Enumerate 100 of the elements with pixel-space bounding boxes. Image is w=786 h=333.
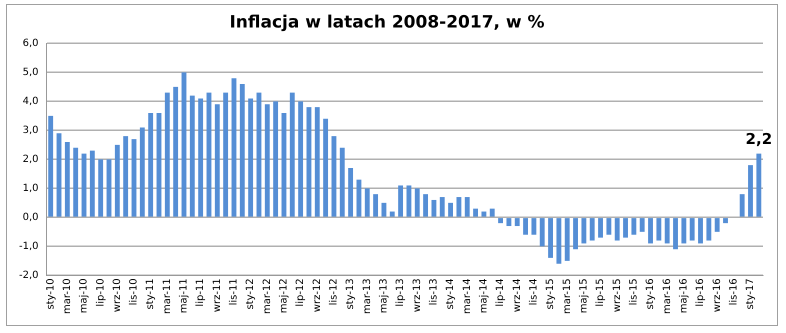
bar [298,101,304,217]
bar [440,197,445,217]
bar [481,212,486,217]
bar [114,144,120,217]
x-tick-label: maj-16 [678,278,690,314]
bar [640,218,645,232]
x-tick-label: mar-15 [562,278,573,314]
bar [148,112,154,217]
bar [132,139,136,217]
data-label: 2,2 [746,130,772,148]
x-tick-label: lip-15 [595,278,606,307]
x-tick-label: mar-13 [362,278,373,314]
bar [448,202,454,217]
x-tick-label: mar-11 [162,278,173,314]
bar [706,218,712,241]
bar [173,86,178,217]
x-tick-label: lis-16 [728,278,740,306]
bar [473,208,478,217]
bar [364,188,370,217]
x-tick-label: mar-10 [62,278,73,314]
x-tick-label: mar-12 [262,278,273,314]
bar [523,218,528,235]
x-tick-label: maj-11 [178,278,190,314]
y-tick-label: 4,0 [22,96,39,107]
bar [456,197,462,217]
x-tick-label: sty-11 [145,278,156,310]
bar [48,116,54,217]
bar [531,218,536,235]
bar [623,218,628,238]
x-tick-label: sty-16 [645,278,656,310]
bar [373,194,378,217]
x-tick-label: sty-10 [45,278,56,310]
bar [664,218,670,244]
y-tick-label: 2,0 [22,154,39,165]
x-tick-label: lis-13 [428,278,440,306]
bar [414,188,420,217]
bar [90,150,95,217]
bar [264,104,270,217]
bar [406,185,412,217]
bar [431,200,436,217]
bar [756,154,762,217]
x-tick-label: lip-16 [695,278,706,307]
x-tick-label: mar-16 [662,278,673,314]
y-tick-label: 1,0 [22,182,39,194]
bar [123,136,128,217]
bar [631,218,636,235]
y-tick-label: 5,0 [22,66,39,78]
bar [182,72,186,217]
x-tick-label: lip-14 [495,278,506,307]
x-tick-label: lis-14 [528,278,540,306]
bar [656,218,662,241]
bar [214,104,220,217]
y-tick-label: 0,0 [22,212,39,223]
bar [540,218,545,246]
bar [332,136,336,217]
x-tick-label: sty-15 [545,278,556,310]
x-tick-label: lip-12 [295,278,306,307]
bar [506,218,512,226]
bar [106,159,112,217]
bar [164,92,170,217]
bar [290,92,295,217]
bar [282,112,286,217]
bar [573,218,578,250]
bar [514,218,520,226]
y-tick-label: -2,0 [18,270,39,281]
bar [306,107,312,217]
bar [98,159,104,217]
bar [556,218,562,264]
bar [648,218,653,244]
bar [190,96,195,217]
x-tick-label: maj-10 [78,278,90,314]
bar [323,118,328,217]
bar [73,148,78,217]
y-tick-label: -1,0 [18,240,39,252]
bar [314,107,320,217]
bar [340,148,345,217]
bar [206,92,212,217]
bar [248,98,254,217]
bar [740,194,745,217]
bar [398,185,404,217]
bar [423,194,428,217]
bar [240,84,245,217]
x-tick-label: maj-13 [378,278,390,314]
x-tick-label: wrz-10 [112,278,123,312]
x-tick-label: maj-14 [478,278,490,314]
bar [564,218,570,261]
chart-title: Inflacja w latach 2008-2017, w % [229,12,545,33]
x-tick-label: lis-15 [628,278,640,306]
x-tick-label: wrz-12 [312,278,323,312]
bar [156,112,162,217]
bar [498,218,503,224]
x-tick-label: wrz-11 [212,278,223,312]
bar [548,218,553,258]
bar [464,197,470,217]
bar [590,218,595,241]
bar [232,78,236,217]
bar [82,154,86,217]
x-tick-label: sty-12 [245,278,256,310]
bar [748,165,753,217]
bar [614,218,620,241]
